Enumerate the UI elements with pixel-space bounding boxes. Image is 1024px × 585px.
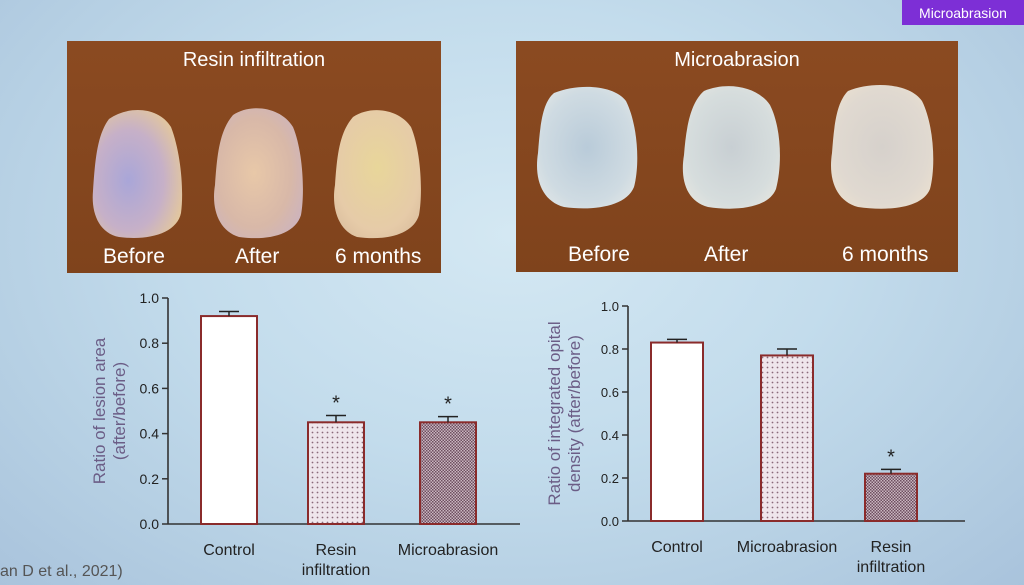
caption-before-resin: Before xyxy=(103,245,165,268)
tooth-image-after-micro xyxy=(682,86,780,209)
panel-title-microabrasion: Microabrasion xyxy=(674,49,800,71)
citation: an D et al., 2021) xyxy=(0,563,123,580)
y-axis-label: (after/before) xyxy=(110,362,129,460)
bar-resin-infiltration xyxy=(864,472,918,523)
category-label: Microabrasion xyxy=(398,542,498,559)
category-label: Control xyxy=(203,542,255,559)
y-axis-label: Ratio of lesion area xyxy=(90,337,109,484)
category-label: infiltration xyxy=(302,562,370,579)
y-tick-label: 0.8 xyxy=(140,335,160,351)
y-tick-label: 0.8 xyxy=(601,342,619,357)
caption-after-micro: After xyxy=(704,243,749,266)
significance-marker: * xyxy=(332,393,340,415)
y-tick-label: 0.0 xyxy=(140,516,160,532)
lesion-area-chart: 0.0 0.2 0.4 0.6 0.8 1.0 Ratio of lesion area (a… xyxy=(90,290,520,579)
y-tick-label: 0.4 xyxy=(601,428,619,443)
tooth-image-after xyxy=(214,108,303,239)
caption-after-resin: After xyxy=(235,245,280,268)
category-label: Resin xyxy=(316,542,357,559)
caption-6-months-resin: 6 months xyxy=(335,245,422,268)
microabrasion-photo-panel: Microabrasion Before After 6 months xyxy=(516,41,958,272)
y-tick-label: 0.0 xyxy=(601,514,619,529)
tooth-image-6-months xyxy=(333,110,421,239)
bar-microabrasion xyxy=(419,421,477,525)
y-tick-label: 0.6 xyxy=(601,385,619,400)
y-tick-label: 1.0 xyxy=(601,299,619,314)
y-axis-label: density (after/before) xyxy=(565,335,584,492)
significance-marker: * xyxy=(887,446,895,468)
panel-title-resin: Resin infiltration xyxy=(182,49,326,71)
bar-resin-infiltration xyxy=(307,421,365,525)
category-label: Resin xyxy=(871,539,912,556)
y-tick-label: 0.2 xyxy=(601,471,619,486)
y-tick-label: 0.4 xyxy=(140,426,160,442)
tooth-image-6-months-micro xyxy=(831,85,934,209)
caption-before-micro: Before xyxy=(568,243,630,266)
y-tick-label: 0.6 xyxy=(140,380,160,396)
tooth-image-before xyxy=(92,109,183,238)
significance-marker: * xyxy=(444,394,452,416)
optical-density-chart: 0.0 0.2 0.4 0.6 0.8 1.0 Ratio of integrated op… xyxy=(545,299,965,576)
resin-infiltration-photo-panel: Resin infiltration Before After 6 months xyxy=(67,41,441,273)
tooth-image-before-micro xyxy=(537,86,638,209)
y-axis-label: Ratio of integrated opital xyxy=(545,321,564,505)
bar-control xyxy=(650,341,704,522)
bar-microabrasion xyxy=(760,354,814,523)
category-label: Microabrasion xyxy=(737,539,837,556)
slide-tag: Microabrasion xyxy=(902,0,1024,25)
category-label: Control xyxy=(651,539,703,556)
category-label: infiltration xyxy=(857,559,925,576)
bar-control xyxy=(200,315,258,525)
y-tick-label: 1.0 xyxy=(140,290,160,306)
y-tick-label: 0.2 xyxy=(140,471,160,487)
caption-6-months-micro: 6 months xyxy=(842,243,929,266)
